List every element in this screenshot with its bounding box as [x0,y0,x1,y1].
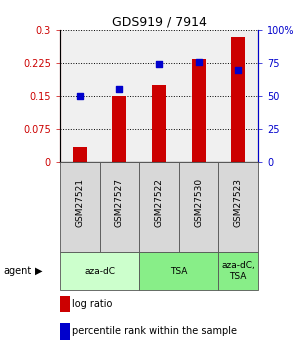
Text: percentile rank within the sample: percentile rank within the sample [72,326,237,336]
Text: GSM27523: GSM27523 [234,178,243,227]
Text: agent: agent [3,266,31,276]
Bar [218,162,258,252]
Bar [73,147,87,162]
Bar [179,162,218,252]
Bar [60,252,139,290]
Point [236,68,241,73]
Bar [112,96,126,162]
Bar [218,252,258,290]
Text: aza-dC: aza-dC [84,266,115,276]
Title: GDS919 / 7914: GDS919 / 7914 [112,16,206,29]
Text: GSM27530: GSM27530 [194,178,203,227]
Text: GSM27527: GSM27527 [115,178,124,227]
Bar [60,162,100,252]
Text: GSM27522: GSM27522 [155,178,164,227]
Bar [231,37,245,162]
Point [196,60,201,65]
Point [117,86,122,91]
Text: log ratio: log ratio [72,299,112,309]
Text: GSM27521: GSM27521 [75,178,84,227]
Text: TSA: TSA [170,266,188,276]
Bar [60,296,69,312]
Bar [60,323,69,339]
Bar [100,162,139,252]
Point [77,93,82,99]
Bar [139,252,218,290]
Text: aza-dC,
TSA: aza-dC, TSA [221,261,255,281]
Bar [152,85,166,162]
Text: ▶: ▶ [35,266,42,276]
Bar [192,59,205,162]
Bar [139,162,179,252]
Point [157,61,161,67]
